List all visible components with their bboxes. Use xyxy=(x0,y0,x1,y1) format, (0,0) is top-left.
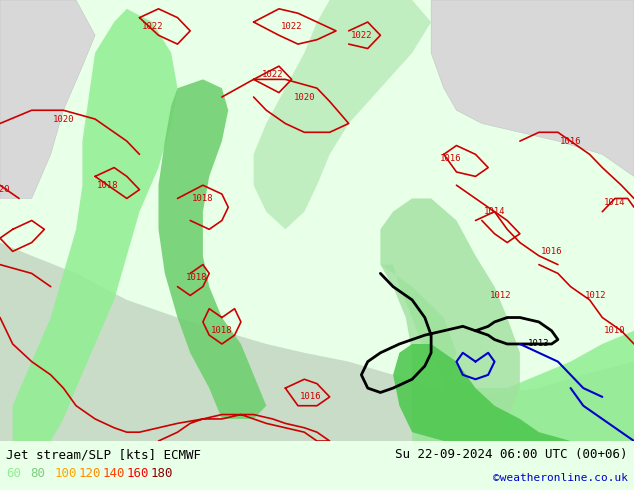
Text: 100: 100 xyxy=(55,467,77,480)
Text: 1018: 1018 xyxy=(97,181,119,190)
Text: 1016: 1016 xyxy=(560,137,581,146)
Text: 1010: 1010 xyxy=(604,326,626,335)
Text: 180: 180 xyxy=(151,467,173,480)
Text: Jet stream/SLP [kts] ECMWF: Jet stream/SLP [kts] ECMWF xyxy=(6,448,202,462)
Text: 140: 140 xyxy=(103,467,125,480)
Polygon shape xyxy=(0,0,95,198)
Text: Su 22-09-2024 06:00 UTC (00+06): Su 22-09-2024 06:00 UTC (00+06) xyxy=(395,448,628,462)
Text: 1016: 1016 xyxy=(541,247,562,256)
Polygon shape xyxy=(431,0,634,176)
Text: ©weatheronline.co.uk: ©weatheronline.co.uk xyxy=(493,473,628,483)
Text: 1018: 1018 xyxy=(192,194,214,203)
Text: 60: 60 xyxy=(6,467,22,480)
Text: 1022: 1022 xyxy=(351,31,372,40)
Polygon shape xyxy=(158,79,266,419)
Text: 1018: 1018 xyxy=(186,273,207,282)
Text: 1020: 1020 xyxy=(294,93,315,101)
Text: 1013: 1013 xyxy=(528,340,550,348)
Polygon shape xyxy=(13,9,178,441)
Polygon shape xyxy=(393,344,571,441)
Text: 1014: 1014 xyxy=(604,198,626,207)
Text: 1012: 1012 xyxy=(490,291,512,300)
Text: 160: 160 xyxy=(127,467,149,480)
Polygon shape xyxy=(222,0,431,229)
Text: 1012: 1012 xyxy=(585,291,607,300)
Text: 80: 80 xyxy=(30,467,46,480)
Polygon shape xyxy=(380,198,520,441)
Text: 1022: 1022 xyxy=(281,22,302,31)
Text: 1022: 1022 xyxy=(141,22,163,31)
Text: 1016: 1016 xyxy=(439,154,461,163)
Text: 120: 120 xyxy=(79,467,101,480)
Text: 1020: 1020 xyxy=(0,185,11,194)
Polygon shape xyxy=(380,265,634,441)
Text: 1018: 1018 xyxy=(211,326,233,335)
Text: 1016: 1016 xyxy=(300,392,321,401)
Text: 1022: 1022 xyxy=(262,71,283,79)
Text: 1014: 1014 xyxy=(484,207,505,216)
Text: 1020: 1020 xyxy=(53,115,74,123)
Polygon shape xyxy=(0,243,634,441)
